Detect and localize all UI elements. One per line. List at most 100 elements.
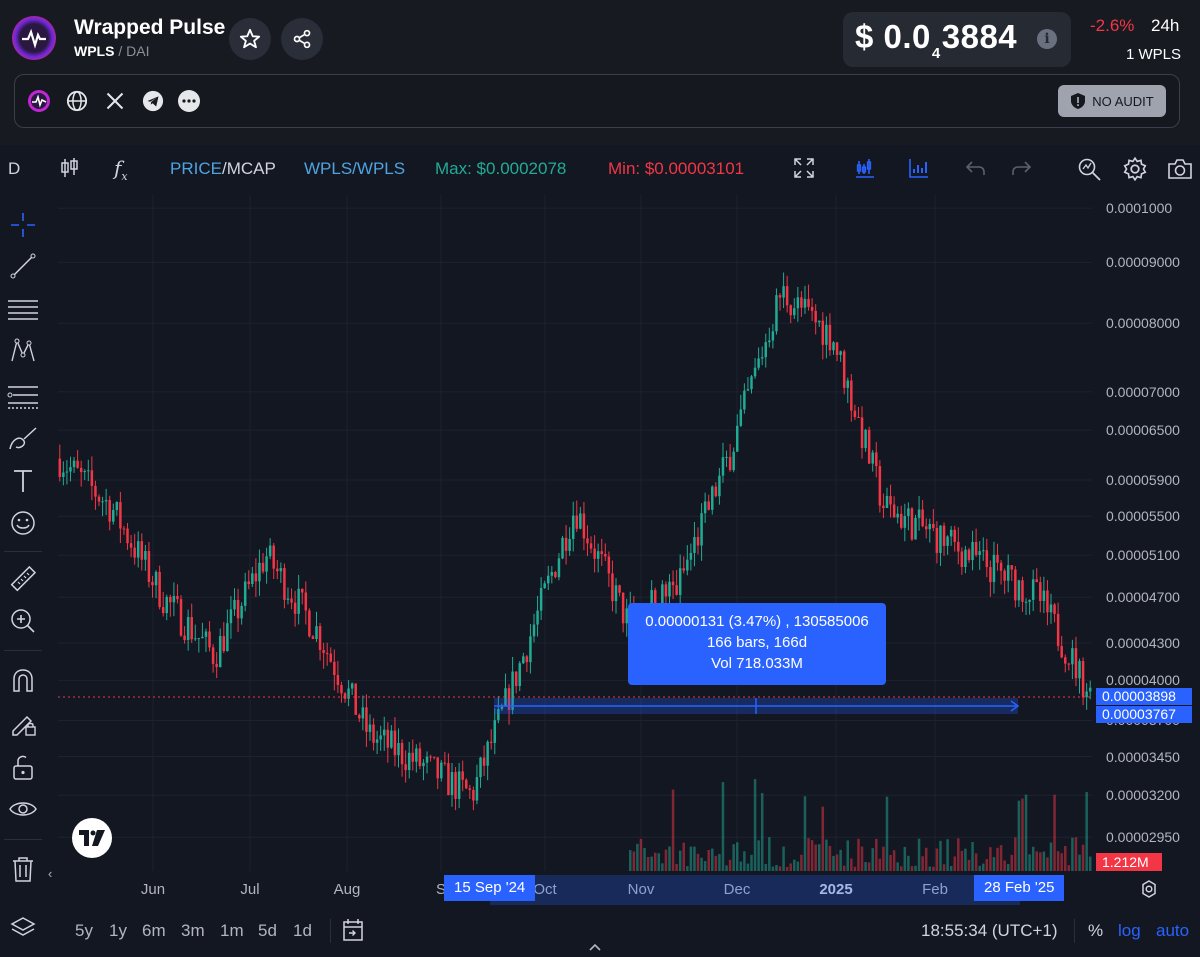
candle-body	[1011, 565, 1013, 569]
horizontal-lines-tool[interactable]	[7, 293, 39, 325]
log-scale-toggle[interactable]: log	[1118, 921, 1141, 941]
candle-body	[986, 550, 988, 567]
range-1y[interactable]: 1y	[109, 921, 127, 941]
candle-body	[1050, 604, 1052, 612]
candle-body	[597, 551, 599, 559]
indicators-button[interactable]: fx	[114, 156, 128, 183]
price-scale-button[interactable]	[854, 157, 876, 184]
candle-body	[458, 771, 460, 799]
candle-body	[679, 568, 681, 595]
chart-type-button[interactable]	[60, 157, 80, 184]
candle-body	[554, 572, 556, 577]
auto-scale-toggle[interactable]: auto	[1156, 921, 1189, 941]
volume-bar	[864, 862, 866, 871]
expand-panel-button[interactable]	[588, 939, 602, 957]
tradingview-logo[interactable]	[72, 818, 112, 858]
layers-button[interactable]	[10, 915, 36, 946]
candle-body	[219, 636, 221, 667]
lock-all-tool[interactable]	[7, 751, 39, 783]
candle-body	[711, 487, 713, 510]
delete-drawings-tool[interactable]	[7, 853, 39, 885]
interval-selector[interactable]: D	[8, 159, 20, 179]
goto-date-button[interactable]	[341, 917, 365, 948]
pair-toggle[interactable]: WPLS/WPLS	[304, 159, 405, 179]
website-logo-link[interactable]	[27, 89, 51, 113]
candle-body	[757, 359, 759, 368]
candle-body	[700, 513, 702, 545]
candle-body	[779, 295, 781, 297]
measure-tool[interactable]	[7, 563, 39, 595]
percent-scale-toggle[interactable]: %	[1088, 921, 1103, 941]
candle-body	[429, 757, 431, 758]
audit-badge[interactable]: NO AUDIT	[1058, 85, 1166, 117]
fullscreen-button[interactable]	[793, 157, 815, 184]
zoom-search-button[interactable]	[1077, 156, 1103, 187]
time-label: Jun	[141, 881, 165, 898]
range-6m[interactable]: 6m	[142, 921, 166, 941]
zoom-in-icon	[9, 607, 37, 635]
clock-timezone[interactable]: 18:55:34 (UTC+1)	[921, 921, 1058, 941]
trend-line-tool[interactable]	[7, 250, 39, 282]
website-link[interactable]	[65, 89, 89, 113]
settings-button[interactable]	[1122, 156, 1148, 187]
candle-body	[80, 468, 82, 472]
time-axis[interactable]: Jun Jul Aug S Oct Nov Dec 2025 Feb 15 Se…	[58, 871, 1092, 907]
price-mcap-toggle[interactable]: PRICE/MCAP	[170, 159, 276, 179]
range-1d[interactable]: 1d	[293, 921, 312, 941]
telegram-link[interactable]	[141, 89, 165, 113]
volume-bar	[847, 840, 849, 871]
zoom-in-tool[interactable]	[7, 605, 39, 637]
range-1m[interactable]: 1m	[220, 921, 244, 941]
visibility-tool[interactable]	[7, 793, 39, 825]
candle-body	[330, 654, 332, 662]
undo-button[interactable]	[965, 157, 987, 184]
price-unit: 1 WPLS	[1126, 46, 1181, 63]
volume-bar	[647, 857, 649, 871]
screenshot-button[interactable]	[1166, 156, 1194, 187]
pattern-tool[interactable]	[7, 335, 39, 367]
candle-body	[782, 286, 784, 297]
info-icon[interactable]: i	[1037, 29, 1057, 49]
candle-body	[672, 582, 674, 585]
scroll-left-button[interactable]: ‹	[48, 866, 52, 881]
more-links-button[interactable]	[177, 89, 201, 113]
volume-bar	[747, 864, 749, 871]
redo-button[interactable]	[1010, 157, 1032, 184]
range-5d[interactable]: 5d	[258, 921, 277, 941]
magnet-tool[interactable]	[7, 665, 39, 697]
text-tool[interactable]	[7, 465, 39, 497]
x-link[interactable]	[103, 89, 127, 113]
candle-body	[276, 569, 278, 572]
crosshair-tool[interactable]	[7, 209, 39, 241]
range-3m[interactable]: 3m	[181, 921, 205, 941]
price-tick: 0.00004300	[1106, 635, 1180, 651]
brush-tool[interactable]	[7, 423, 39, 455]
price-tick: 0.00007000	[1106, 384, 1180, 400]
candle-body	[568, 539, 570, 551]
axis-settings-button[interactable]	[1138, 878, 1160, 905]
candle-body	[362, 707, 364, 718]
range-5y[interactable]: 5y	[75, 921, 93, 941]
candles-icon	[60, 157, 80, 179]
favorite-button[interactable]	[229, 18, 271, 60]
candle-body	[822, 321, 824, 345]
candle-body	[675, 585, 677, 595]
candle-body	[340, 685, 342, 693]
brush-icon	[8, 425, 38, 453]
volume-button[interactable]	[908, 157, 930, 184]
candle-body	[789, 305, 791, 315]
volume-bar	[964, 849, 966, 871]
candle-body	[693, 537, 695, 553]
candle-body	[825, 325, 827, 345]
trend-line-icon	[9, 252, 37, 280]
fib-tool[interactable]	[7, 380, 39, 412]
price-tick: 0.00004700	[1106, 589, 1180, 605]
share-button[interactable]	[281, 18, 323, 60]
candle-body	[98, 497, 100, 502]
emoji-tool[interactable]	[7, 507, 39, 539]
candle-body	[205, 632, 207, 637]
candle-body	[130, 543, 132, 547]
lock-drawing-tool[interactable]	[7, 707, 39, 739]
price-chart[interactable]	[58, 195, 1092, 871]
